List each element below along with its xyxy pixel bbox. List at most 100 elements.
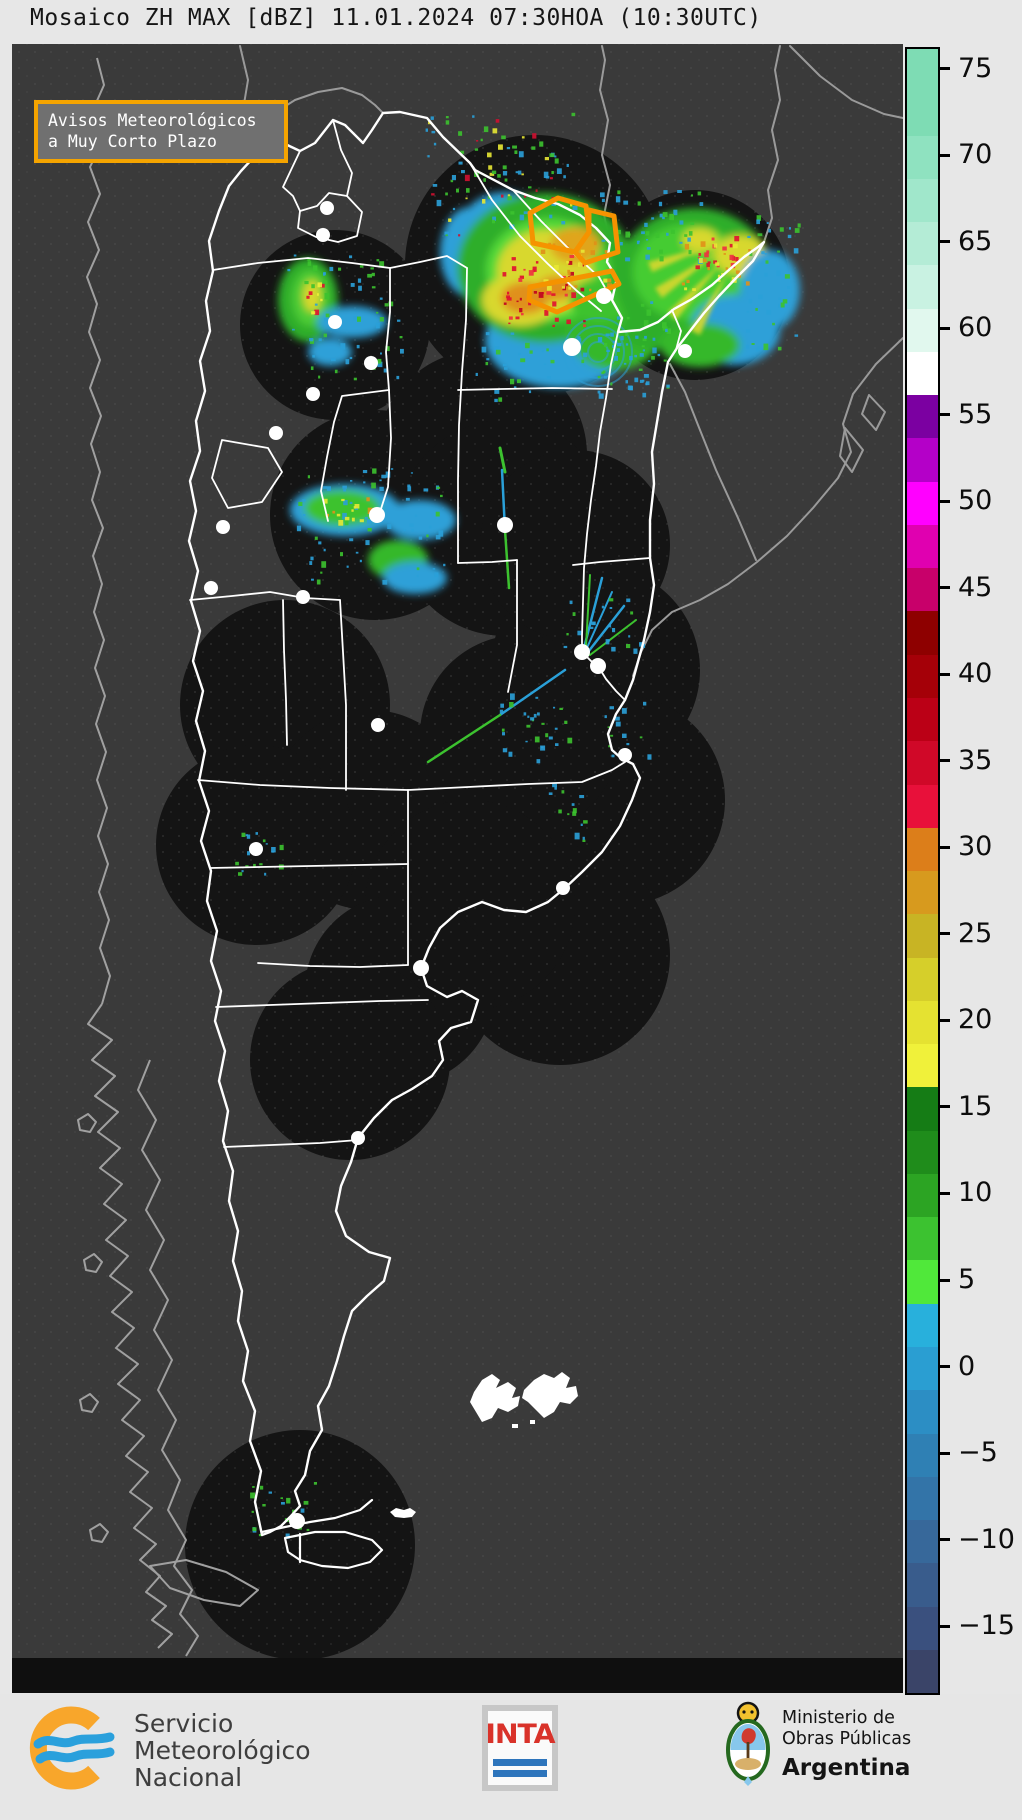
echo-speckle <box>549 214 553 219</box>
echo-speckle <box>483 126 489 133</box>
echo-speckle <box>528 186 532 189</box>
echo-speckle <box>548 792 553 795</box>
echo-speckle <box>343 489 347 492</box>
city-dot <box>320 201 334 215</box>
echo-speckle <box>312 354 316 358</box>
echo-speckle <box>501 194 504 198</box>
echo-speckle <box>546 348 549 352</box>
echo-speckle <box>316 579 321 585</box>
echo-speckle <box>307 475 310 479</box>
echo-speckle <box>748 249 751 252</box>
echo-speckle <box>510 378 515 385</box>
echo-speckle <box>310 366 314 370</box>
echo-speckle <box>320 571 323 574</box>
colorbar-band <box>907 1087 938 1131</box>
echo-speckle <box>601 239 606 242</box>
echo-speckle <box>252 1527 257 1532</box>
echo-speckle <box>644 335 647 339</box>
colorbar-tick <box>940 1538 950 1542</box>
echo-speckle <box>279 844 284 851</box>
inta-logo-bar2 <box>493 1770 547 1777</box>
echo-speckle <box>433 142 437 146</box>
city-dot <box>497 517 513 533</box>
echo-speckle <box>666 328 671 334</box>
colorbar-band <box>907 957 938 1001</box>
echo-speckle <box>639 353 644 357</box>
echo-speckle <box>268 1491 272 1494</box>
echo-speckle <box>414 514 418 517</box>
echo-speckle <box>647 754 652 760</box>
echo-speckle <box>309 338 314 342</box>
city-dot <box>289 1513 305 1529</box>
echo-speckle <box>367 507 373 514</box>
echo-speckle <box>611 646 616 652</box>
echo-speckle <box>485 362 489 366</box>
echo-speckle <box>780 302 785 308</box>
city-dot <box>590 658 606 674</box>
echo-speckle <box>604 715 607 719</box>
echo-speckle <box>589 626 594 629</box>
city-dot <box>556 881 570 895</box>
echo-speckle <box>380 352 382 355</box>
colorbar-band <box>907 135 938 179</box>
echo-speckle <box>571 292 576 298</box>
echo-speckle <box>777 346 782 351</box>
colorbar-band <box>907 308 938 352</box>
echo-speckle <box>751 343 755 345</box>
echo-speckle <box>488 165 493 170</box>
echo-speckle <box>608 745 611 748</box>
echo-speckle <box>345 359 350 365</box>
footer: Servicio Meteorológico Nacional INTA Min… <box>0 1694 1022 1820</box>
echo-speckle <box>340 343 346 350</box>
echo-speckle <box>550 177 553 180</box>
echo-speckle <box>565 283 568 287</box>
echo-speckle <box>246 834 251 839</box>
echo-speckle <box>521 136 525 139</box>
echo-speckle <box>515 316 520 320</box>
echo-speckle <box>691 194 693 197</box>
echo-speckle <box>245 865 249 868</box>
echo-speckle <box>444 231 449 235</box>
echo-speckle <box>458 161 463 165</box>
echo-speckle <box>655 232 660 238</box>
echo-speckle <box>405 497 410 501</box>
echo-speckle <box>538 292 544 298</box>
echo-speckle <box>364 517 368 520</box>
echo-speckle <box>458 131 463 136</box>
echo-speckle <box>271 847 276 853</box>
echo-speckle <box>552 301 557 307</box>
echo-speckle <box>427 155 430 158</box>
echo-speckle <box>788 227 791 230</box>
echo-speckle <box>639 736 643 739</box>
echo-speckle <box>641 345 645 348</box>
echo-speckle <box>626 644 631 649</box>
colorbar-tick <box>940 932 950 936</box>
echo-speckle <box>646 309 652 316</box>
echo-speckle <box>241 832 246 837</box>
echo-speckle <box>340 552 343 557</box>
echo-speckle <box>507 194 511 197</box>
echo-speckle <box>323 272 326 275</box>
colorbar-band <box>907 1649 938 1694</box>
echo-speckle <box>645 254 650 260</box>
colorbar-tick <box>940 586 950 590</box>
echo-speckle <box>747 235 751 238</box>
echo-speckle <box>450 180 454 183</box>
echo-speckle <box>494 346 500 351</box>
echo-speckle <box>300 1508 305 1513</box>
echo-speckle <box>431 130 436 134</box>
echo-speckle <box>677 190 682 193</box>
echo-speckle <box>568 287 571 290</box>
echo-speckle <box>363 481 366 484</box>
echo-speckle <box>571 803 575 806</box>
echo-speckle <box>608 598 614 602</box>
echo-speckle <box>519 297 522 301</box>
echo-speckle <box>494 398 498 403</box>
echo-speckle <box>623 362 627 365</box>
colorbar-tick <box>940 326 950 330</box>
echo-speckle <box>706 250 710 254</box>
echo-speckle <box>265 843 268 845</box>
echo-speckle <box>506 147 511 150</box>
warning-polygons <box>526 195 622 315</box>
echo-speckle <box>572 205 578 210</box>
